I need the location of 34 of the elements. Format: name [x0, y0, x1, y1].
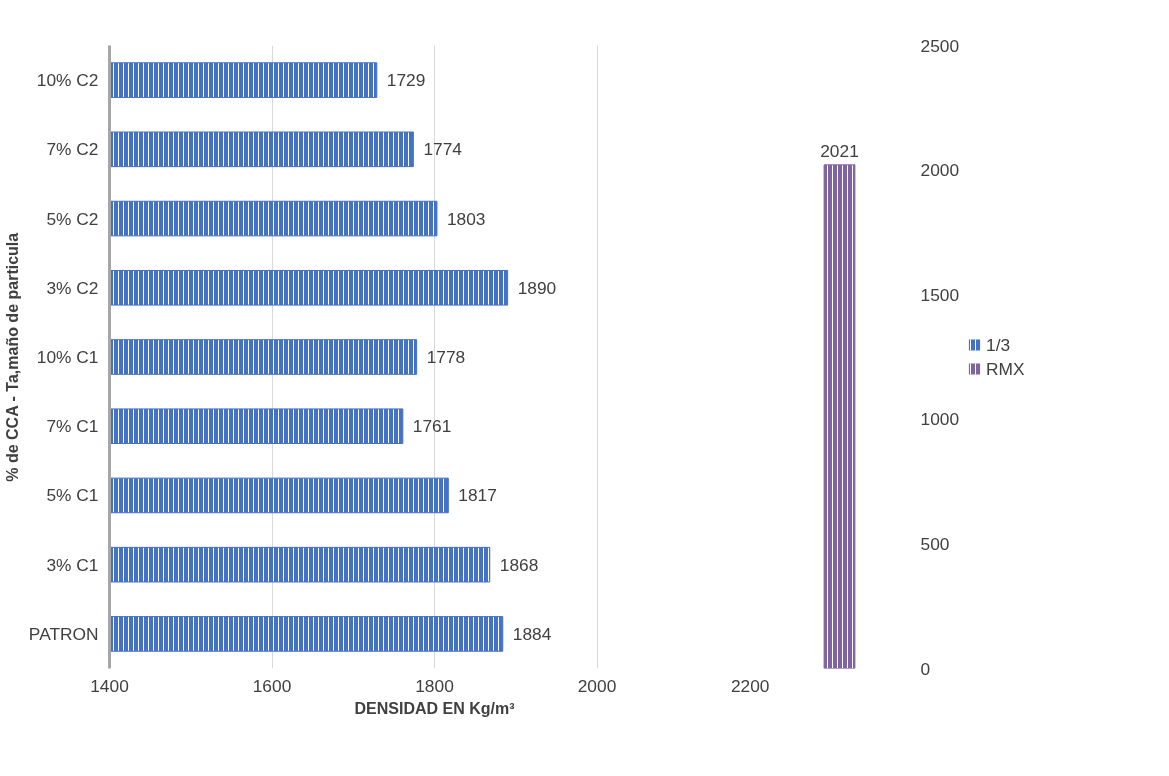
y-tick-label: 2500: [920, 35, 960, 56]
y-tick-label: PATRON: [28, 623, 99, 644]
data-label: 1778: [426, 347, 466, 367]
x-tick-label: 1800: [415, 675, 454, 696]
data-label: 2021: [820, 140, 859, 161]
y-axis-title: % de CCA - Ta,maño de particula: [3, 232, 21, 482]
x-tick-label: 1400: [90, 675, 129, 696]
data-label: 1890: [517, 277, 557, 298]
y-tick-label: 10% C2: [36, 70, 99, 91]
y-tick-label: 0: [920, 658, 931, 679]
x-tick-label: 1600: [252, 675, 292, 696]
x-axis-title: DENSIDAD EN Kg/m³: [354, 699, 515, 717]
data-label: 1817: [458, 485, 497, 506]
y-tick-label: 1000: [920, 409, 960, 430]
data-label: 1868: [499, 554, 539, 575]
data-label: 1884: [512, 623, 552, 644]
data-label: 1761: [412, 416, 452, 437]
y-tick-label: 1500: [920, 284, 960, 305]
y-tick-label: 10% C1: [36, 347, 99, 367]
y-tick-label: 500: [920, 533, 950, 554]
y-tick-label: 3% C1: [46, 554, 99, 575]
y-tick-label: 5% C2: [46, 208, 99, 229]
y-tick-label: 2000: [920, 160, 960, 181]
data-label: 1803: [446, 208, 486, 229]
legend-label: 1/3: [986, 334, 1011, 355]
data-label: 1729: [386, 70, 426, 91]
y-tick-label: 3% C2: [46, 277, 99, 298]
legend-label: RMX: [986, 358, 1025, 379]
x-tick-label: 2000: [577, 675, 617, 696]
y-tick-label: 5% C1: [46, 485, 99, 506]
y-tick-label: 7% C2: [46, 139, 99, 160]
x-tick-label: 2200: [730, 675, 770, 696]
y-tick-label: 7% C1: [46, 416, 99, 437]
data-label: 1774: [423, 139, 463, 160]
